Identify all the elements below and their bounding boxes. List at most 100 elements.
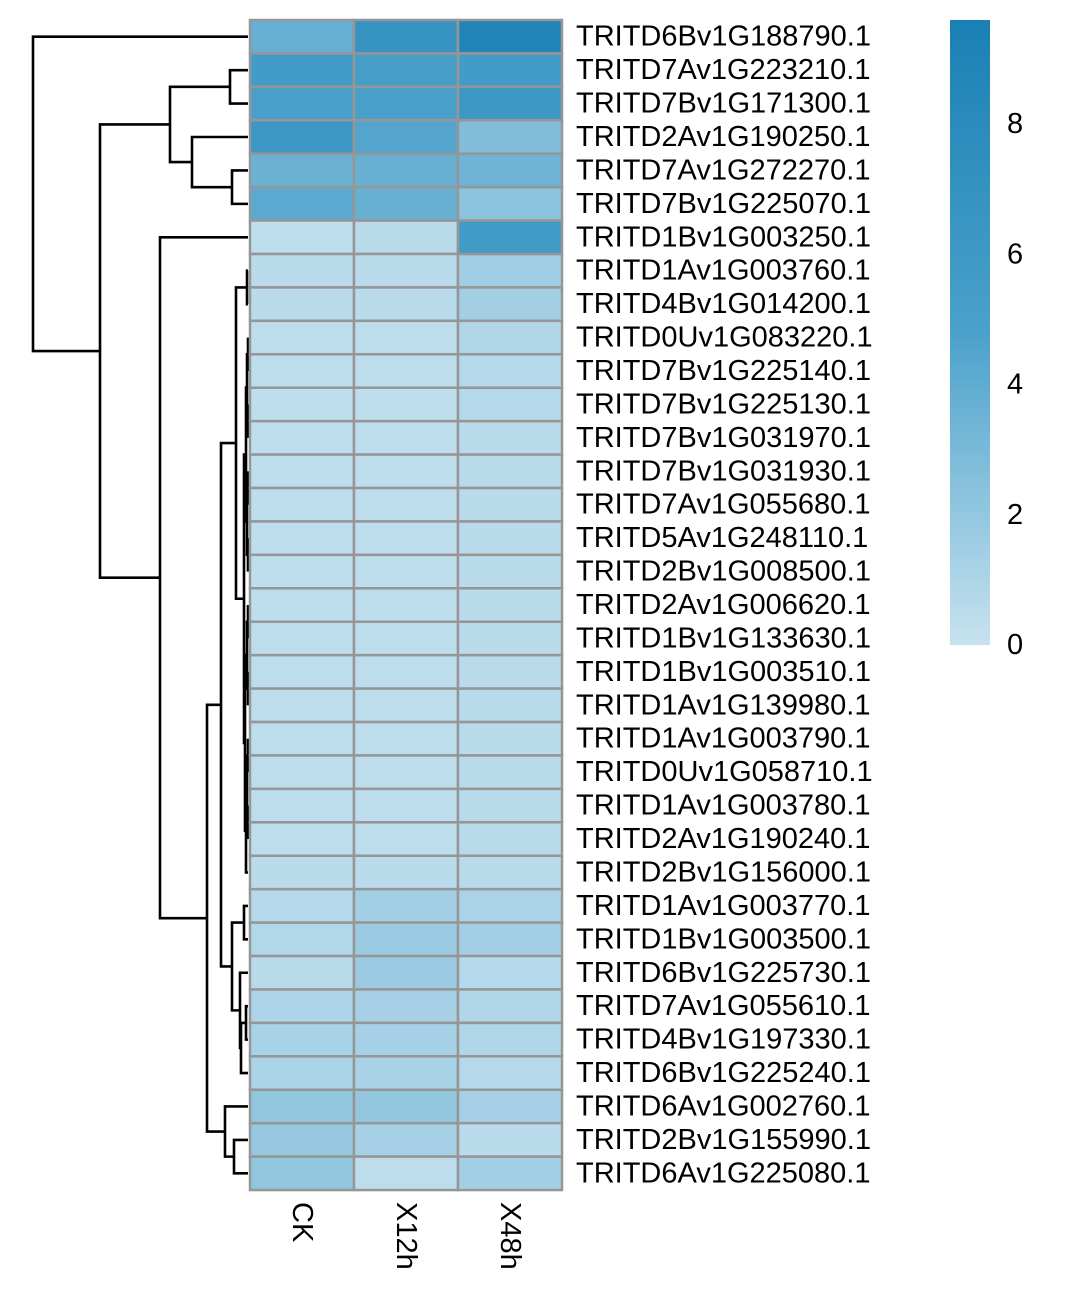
row-labels: TRITD6Bv1G188790.1TRITD7Av1G223210.1TRIT… bbox=[576, 21, 873, 1190]
heatmap-cell bbox=[248, 18, 356, 55]
row-label: TRITD1Av1G003760.1 bbox=[576, 255, 870, 287]
heatmap-cell bbox=[248, 185, 356, 222]
row-label: TRITD2Bv1G008500.1 bbox=[576, 556, 871, 588]
heatmap-cell bbox=[248, 52, 356, 89]
heatmap-cell bbox=[352, 553, 460, 590]
heatmap-cell bbox=[248, 954, 356, 991]
row-label: TRITD2Bv1G155990.1 bbox=[576, 1124, 871, 1156]
dendrogram-branch bbox=[223, 1105, 248, 1158]
heatmap-cell bbox=[352, 988, 460, 1025]
legend-tick-label: 0 bbox=[1007, 629, 1023, 661]
heatmap-cell bbox=[456, 1155, 564, 1192]
heatmap-cell bbox=[456, 486, 564, 523]
row-label: TRITD1Av1G003770.1 bbox=[576, 890, 870, 922]
heatmap-cell bbox=[352, 1021, 460, 1058]
heatmap-cell bbox=[456, 353, 564, 389]
row-label: TRITD1Bv1G003500.1 bbox=[576, 923, 871, 955]
row-label: TRITD5Av1G248110.1 bbox=[576, 522, 868, 554]
heatmap-cell bbox=[456, 219, 564, 256]
heatmap-cell bbox=[248, 587, 356, 623]
heatmap-cell bbox=[248, 386, 356, 423]
heatmap-cell bbox=[352, 386, 460, 423]
heatmap-cell bbox=[248, 419, 356, 456]
heatmap-cell bbox=[352, 453, 460, 490]
heatmap-cell bbox=[456, 386, 564, 423]
heatmap-cell bbox=[456, 1055, 564, 1092]
heatmap-cell bbox=[248, 319, 356, 356]
row-label: TRITD1Av1G003790.1 bbox=[576, 723, 870, 755]
heatmap-cell bbox=[352, 720, 460, 757]
row-label: TRITD7Bv1G031930.1 bbox=[576, 455, 871, 487]
heatmap-cell bbox=[352, 520, 460, 557]
row-label: TRITD7Av1G055680.1 bbox=[576, 489, 870, 521]
dendrogram-branch bbox=[245, 269, 249, 306]
legend-color-bar bbox=[950, 20, 990, 645]
row-label: TRITD0Uv1G083220.1 bbox=[576, 322, 873, 354]
heatmap-cell bbox=[352, 620, 460, 657]
heatmap-cell bbox=[248, 653, 356, 690]
heatmap-cell bbox=[352, 152, 460, 189]
heatmap-cell bbox=[456, 988, 564, 1025]
heatmap-cell bbox=[248, 486, 356, 523]
row-label: TRITD6Bv1G225730.1 bbox=[576, 957, 871, 989]
heatmap-cell bbox=[352, 787, 460, 824]
heatmap-cell bbox=[248, 520, 356, 557]
heatmap-cell bbox=[248, 119, 356, 155]
column-label: CK bbox=[286, 1202, 318, 1243]
heatmap-cell bbox=[456, 319, 564, 356]
heatmap-cell bbox=[456, 620, 564, 657]
heatmap-cell bbox=[248, 854, 356, 891]
heatmap-cell bbox=[352, 1155, 460, 1192]
heatmap-cell bbox=[456, 520, 564, 557]
heatmap-cell bbox=[456, 119, 564, 155]
heatmap-cell bbox=[456, 687, 564, 724]
heatmap-cell bbox=[352, 486, 460, 523]
heatmap-cell bbox=[352, 1055, 460, 1092]
heatmap-cell bbox=[248, 353, 356, 389]
heatmap-cell bbox=[456, 85, 564, 122]
heatmap-cell bbox=[456, 419, 564, 456]
heatmap-cell bbox=[352, 954, 460, 991]
legend-tick-label: 8 bbox=[1007, 108, 1023, 140]
heatmap-cell bbox=[456, 921, 564, 958]
row-label: TRITD1Bv1G133630.1 bbox=[576, 622, 871, 654]
row-label: TRITD1Bv1G003250.1 bbox=[576, 221, 871, 253]
row-label: TRITD7Av1G272270.1 bbox=[576, 154, 870, 186]
heatmap-cell bbox=[352, 687, 460, 724]
heatmap-cell bbox=[352, 319, 460, 356]
heatmap-cell bbox=[352, 821, 460, 858]
heatmap-cell bbox=[456, 854, 564, 891]
row-label: TRITD7Av1G055610.1 bbox=[576, 990, 870, 1022]
heatmap-cell bbox=[456, 1121, 564, 1158]
heatmap-cell bbox=[248, 1088, 356, 1125]
row-dendrogram bbox=[31, 35, 250, 1175]
heatmap-cell bbox=[248, 887, 356, 924]
legend-tick-label: 4 bbox=[1007, 369, 1023, 401]
heatmap-cell bbox=[248, 988, 356, 1025]
heatmap-cell bbox=[352, 587, 460, 623]
heatmap-cell bbox=[456, 887, 564, 924]
color-legend: 0 2 4 6 8 bbox=[950, 20, 1023, 661]
dendrogram-branch bbox=[219, 441, 236, 968]
heatmap-cell bbox=[248, 620, 356, 657]
heatmap-cell bbox=[352, 653, 460, 690]
dendrogram-branch bbox=[230, 921, 244, 1012]
dendrogram-branch bbox=[228, 68, 248, 105]
dendrogram-branch bbox=[232, 1138, 248, 1175]
heatmap-cell bbox=[248, 1121, 356, 1158]
heatmap-cell bbox=[456, 754, 564, 791]
heatmap-cell bbox=[248, 687, 356, 724]
row-label: TRITD7Bv1G225140.1 bbox=[576, 355, 871, 387]
heatmap-cell bbox=[248, 1155, 356, 1192]
dendrogram-branch bbox=[242, 904, 248, 941]
heatmap-cell bbox=[248, 787, 356, 824]
dendrogram-branch bbox=[244, 386, 248, 523]
heatmap-cell bbox=[248, 85, 356, 122]
heatmap-cell bbox=[352, 754, 460, 791]
heatmap-cell bbox=[456, 587, 564, 623]
heatmap-cell bbox=[248, 553, 356, 590]
heatmap-cell bbox=[456, 954, 564, 991]
row-label: TRITD4Bv1G197330.1 bbox=[576, 1024, 871, 1056]
row-label: TRITD6Av1G002760.1 bbox=[576, 1090, 870, 1122]
